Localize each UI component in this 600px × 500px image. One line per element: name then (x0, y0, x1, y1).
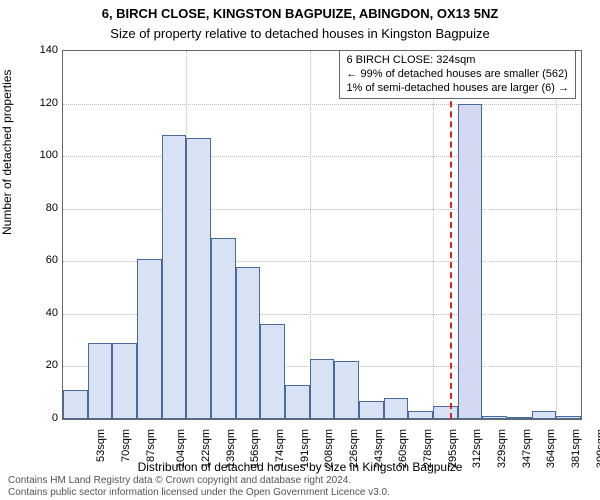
gridline-h (63, 104, 581, 105)
annotation-box: 6 BIRCH CLOSE: 324sqm← 99% of detached h… (339, 50, 576, 99)
footer-line: Contains HM Land Registry data © Crown c… (8, 475, 592, 487)
histogram-bar (334, 361, 359, 419)
histogram-bar (186, 138, 211, 419)
footer-attribution: Contains HM Land Registry data © Crown c… (8, 475, 592, 498)
histogram-bar (211, 238, 236, 419)
x-tick-label: 87sqm (145, 429, 157, 462)
histogram-bar (162, 135, 187, 419)
y-tick-label: 100 (18, 149, 58, 161)
reference-line (450, 51, 452, 419)
histogram-bar (384, 398, 409, 419)
gridline-v (556, 51, 557, 419)
chart-subtitle: Size of property relative to detached ho… (0, 26, 600, 41)
y-tick-label: 140 (18, 44, 58, 56)
annotation-line: ← 99% of detached houses are smaller (56… (346, 68, 569, 82)
x-tick-label: 53sqm (95, 429, 107, 462)
y-tick-label: 0 (18, 412, 58, 424)
y-axis-label: Number of detached properties (0, 70, 14, 235)
y-tick-label: 60 (18, 254, 58, 266)
annotation-line: 1% of semi-detached houses are larger (6… (346, 82, 569, 96)
histogram-bar (507, 417, 532, 419)
histogram-bar (260, 324, 285, 419)
histogram-bar (236, 267, 261, 419)
x-tick-label: 70sqm (120, 429, 132, 462)
histogram-bar (285, 385, 310, 419)
histogram-bar (112, 343, 137, 419)
y-tick-label: 120 (18, 97, 58, 109)
histogram-bar (310, 359, 335, 419)
gridline-v (433, 51, 434, 419)
plot-area (62, 50, 582, 420)
histogram-bar (88, 343, 113, 419)
histogram-bar (359, 401, 384, 419)
histogram-bar (482, 416, 507, 419)
chart-container: 6, BIRCH CLOSE, KINGSTON BAGPUIZE, ABING… (0, 0, 600, 500)
histogram-bar (458, 104, 483, 419)
y-tick-label: 40 (18, 307, 58, 319)
histogram-bar (408, 411, 433, 419)
annotation-line: 6 BIRCH CLOSE: 324sqm (346, 54, 569, 68)
histogram-bar (137, 259, 162, 419)
gridline-h (63, 156, 581, 157)
histogram-bar (556, 416, 581, 419)
chart-title: 6, BIRCH CLOSE, KINGSTON BAGPUIZE, ABING… (0, 6, 600, 21)
histogram-bar (532, 411, 557, 419)
gridline-h (63, 209, 581, 210)
histogram-bar (433, 406, 458, 419)
y-tick-label: 20 (18, 359, 58, 371)
footer-line: Contains public sector information licen… (8, 487, 592, 499)
histogram-bar (63, 390, 88, 419)
x-axis-label: Distribution of detached houses by size … (0, 460, 600, 474)
y-tick-label: 80 (18, 202, 58, 214)
